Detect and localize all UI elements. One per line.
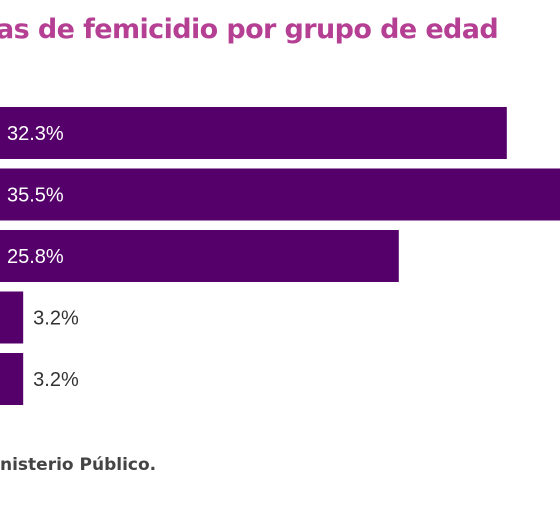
bar-value-label-4: 3.2% <box>33 308 79 330</box>
bar-value-label-5: 3.2% <box>33 369 79 391</box>
bar-value-label-2: 35.5% <box>7 185 64 207</box>
bar-4 <box>0 291 24 344</box>
bar-chart: 32.3% 35.5% 25.8% 3.2% 3.2% <box>0 107 560 405</box>
bar-3 <box>0 230 399 282</box>
bar-5 <box>0 353 24 405</box>
bar-value-label-3: 25.8% <box>7 246 64 268</box>
bar-value-label-1: 32.3% <box>7 123 64 145</box>
bar-2 <box>0 168 560 221</box>
source-note: nisterio Público. <box>0 455 157 475</box>
chart-title: as de femicidio por grupo de edad <box>0 14 499 45</box>
bar-1 <box>0 107 507 159</box>
